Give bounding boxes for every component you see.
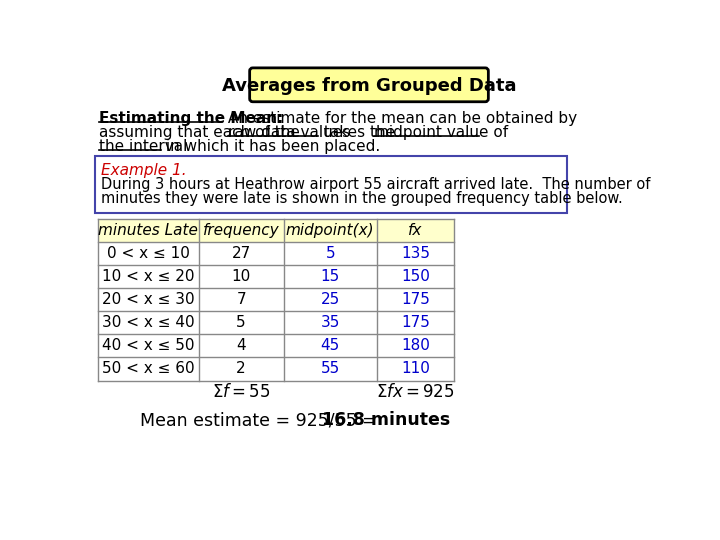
Bar [98,288,454,311]
Text: frequency: frequency [203,223,279,238]
Text: 2: 2 [236,361,246,376]
Text: midpoint value of: midpoint value of [374,125,508,140]
Text: 150: 150 [401,269,430,284]
Bar [98,265,454,288]
Text: takes the: takes the [319,125,400,140]
Text: raw data values: raw data values [228,125,350,140]
Text: the interval: the interval [99,139,188,154]
Bar [98,357,454,381]
Text: 50 < x ≤ 60: 50 < x ≤ 60 [102,361,194,376]
Text: 45: 45 [320,339,340,353]
Text: 55: 55 [320,361,340,376]
Text: fx: fx [408,223,423,238]
Text: 30 < x ≤ 40: 30 < x ≤ 40 [102,315,194,330]
Text: 7: 7 [236,292,246,307]
Text: 135: 135 [401,246,430,261]
Bar [98,219,454,242]
Text: 175: 175 [401,292,430,307]
Text: 35: 35 [320,315,340,330]
Text: 16.8 minutes: 16.8 minutes [323,411,451,429]
Text: 0 < x ≤ 10: 0 < x ≤ 10 [107,246,189,261]
Text: 4: 4 [236,339,246,353]
FancyBboxPatch shape [250,68,488,102]
Text: 20 < x ≤ 30: 20 < x ≤ 30 [102,292,194,307]
Text: $\Sigma fx = 925$: $\Sigma fx = 925$ [377,383,455,401]
Text: 10 < x ≤ 20: 10 < x ≤ 20 [102,269,194,284]
Bar [98,311,454,334]
Text: assuming that each of the: assuming that each of the [99,125,305,140]
Text: During 3 hours at Heathrow airport 55 aircraft arrived late.  The number of: During 3 hours at Heathrow airport 55 ai… [101,177,650,192]
Text: 5: 5 [325,246,335,261]
Text: Mean estimate = 925/55 =: Mean estimate = 925/55 = [140,411,382,429]
Text: Example 1.: Example 1. [101,163,186,178]
Text: 10: 10 [232,269,251,284]
Text: 180: 180 [401,339,430,353]
Text: Averages from Grouped Data: Averages from Grouped Data [222,77,516,94]
Text: 5: 5 [236,315,246,330]
Text: $\Sigma f = 55$: $\Sigma f = 55$ [212,383,270,401]
Text: midpoint(x): midpoint(x) [286,223,374,238]
Text: 27: 27 [232,246,251,261]
Text: Estimating the Mean:: Estimating the Mean: [99,111,284,126]
Text: An estimate for the mean can be obtained by: An estimate for the mean can be obtained… [223,111,577,126]
Text: 25: 25 [320,292,340,307]
FancyBboxPatch shape [94,156,567,213]
Text: 15: 15 [320,269,340,284]
Text: minutes they were late is shown in the grouped frequency table below.: minutes they were late is shown in the g… [101,191,623,206]
Text: 175: 175 [401,315,430,330]
Text: 110: 110 [401,361,430,376]
Text: in which it has been placed.: in which it has been placed. [161,139,381,154]
Text: 40 < x ≤ 50: 40 < x ≤ 50 [102,339,194,353]
Bar [98,334,454,357]
Text: minutes Late: minutes Late [98,223,198,238]
Bar [98,242,454,265]
